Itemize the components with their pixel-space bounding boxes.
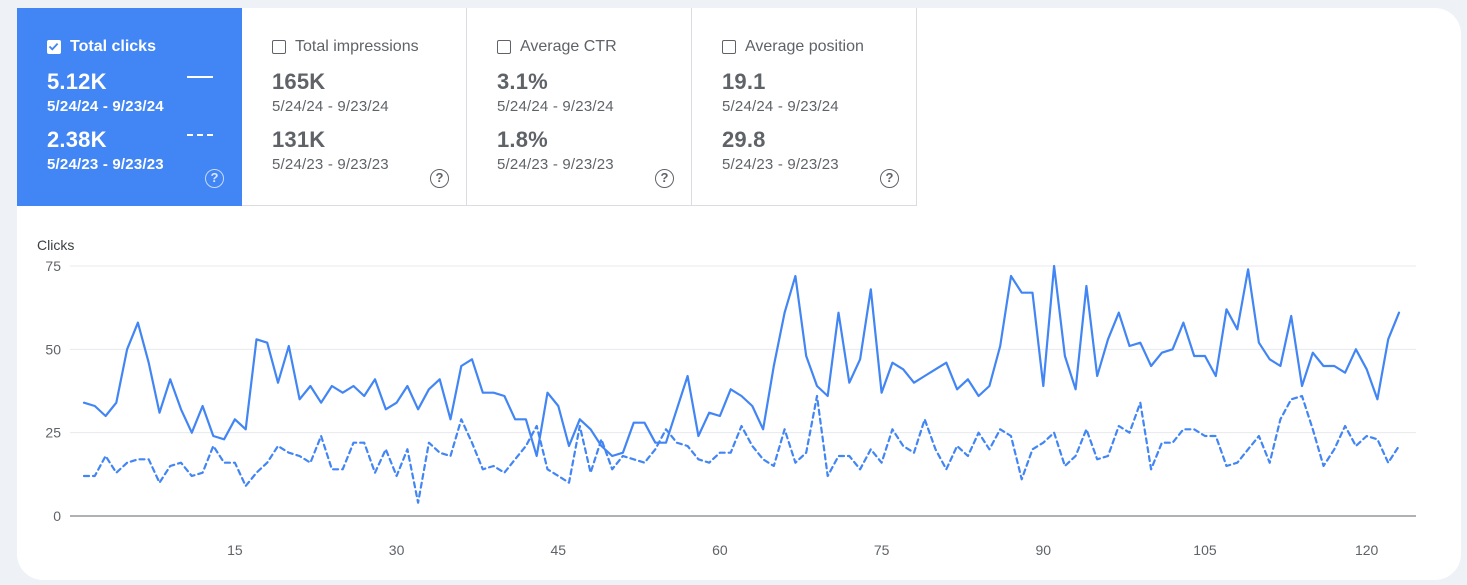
metric-previous-range: 5/24/23 - 9/23/23 — [722, 156, 839, 173]
help-icon[interactable]: ? — [205, 169, 224, 188]
chart-svg: 0 25 50 75 15 30 45 60 75 90 105 120 — [45, 258, 1416, 558]
metric-previous-value: 2.38K — [47, 127, 107, 152]
clicks-chart: Clicks 0 25 50 75 15 30 45 60 75 90 105 120 — [17, 223, 1461, 573]
current-period-line — [82, 264, 1401, 458]
metric-tile-average-ctr[interactable]: Average CTR 3.1% 5/24/24 - 9/23/24 1.8% … — [467, 8, 692, 206]
metric-label: Total clicks — [70, 38, 156, 55]
checkbox-checked-icon[interactable] — [47, 40, 61, 54]
metric-tile-average-position[interactable]: Average position 19.1 5/24/24 - 9/23/24 … — [692, 8, 917, 206]
x-tick-label: 90 — [1036, 542, 1052, 558]
y-tick-label: 75 — [45, 258, 61, 274]
metric-header[interactable]: Average CTR — [497, 38, 617, 56]
x-tick-label: 105 — [1193, 542, 1217, 558]
checkbox-unchecked-icon[interactable] — [722, 40, 736, 54]
metric-current-value: 19.1 — [722, 69, 766, 94]
help-icon[interactable]: ? — [430, 169, 449, 188]
metric-current-range: 5/24/24 - 9/23/24 — [272, 98, 389, 115]
solid-line-legend-icon — [187, 76, 213, 78]
metric-label: Average position — [745, 38, 864, 55]
help-icon[interactable]: ? — [880, 169, 899, 188]
metric-header[interactable]: Total clicks — [47, 38, 156, 56]
metric-previous-range: 5/24/23 - 9/23/23 — [47, 156, 164, 173]
metric-tile-total-clicks[interactable]: Total clicks 5.12K 5/24/24 - 9/23/24 2.3… — [17, 8, 242, 206]
metric-previous-range: 5/24/23 - 9/23/23 — [272, 156, 389, 173]
x-tick-label: 15 — [227, 542, 243, 558]
metric-current-range: 5/24/24 - 9/23/24 — [47, 98, 164, 115]
metric-current-range: 5/24/24 - 9/23/24 — [722, 98, 839, 115]
metric-current-value: 5.12K — [47, 69, 107, 94]
x-tick-label: 120 — [1355, 542, 1379, 558]
y-axis-label: Clicks — [37, 237, 75, 253]
y-tick-label: 50 — [45, 341, 61, 357]
dashed-line-legend-icon — [187, 134, 213, 136]
metric-tiles: Total clicks 5.12K 5/24/24 - 9/23/24 2.3… — [17, 8, 917, 206]
x-tick-label: 60 — [712, 542, 728, 558]
y-tick-label: 25 — [45, 425, 61, 441]
metric-current-value: 165K — [272, 69, 326, 94]
metric-header[interactable]: Average position — [722, 38, 864, 56]
help-icon[interactable]: ? — [655, 169, 674, 188]
metric-current-value: 3.1% — [497, 69, 548, 94]
checkbox-unchecked-icon[interactable] — [272, 40, 286, 54]
y-tick-label: 0 — [53, 508, 61, 524]
metric-previous-value: 1.8% — [497, 127, 548, 152]
metric-previous-value: 131K — [272, 127, 326, 152]
metric-label: Average CTR — [520, 38, 617, 55]
metric-label: Total impressions — [295, 38, 419, 55]
checkbox-unchecked-icon[interactable] — [497, 40, 511, 54]
x-tick-label: 30 — [389, 542, 405, 558]
metric-current-range: 5/24/24 - 9/23/24 — [497, 98, 614, 115]
metric-previous-value: 29.8 — [722, 127, 766, 152]
performance-card: Total clicks 5.12K 5/24/24 - 9/23/24 2.3… — [17, 8, 1461, 580]
metric-header[interactable]: Total impressions — [272, 38, 419, 56]
metric-previous-range: 5/24/23 - 9/23/23 — [497, 156, 614, 173]
metric-tile-total-impressions[interactable]: Total impressions 165K 5/24/24 - 9/23/24… — [242, 8, 467, 206]
x-tick-label: 45 — [550, 542, 566, 558]
x-tick-label: 75 — [874, 542, 890, 558]
previous-period-line — [82, 394, 1401, 504]
